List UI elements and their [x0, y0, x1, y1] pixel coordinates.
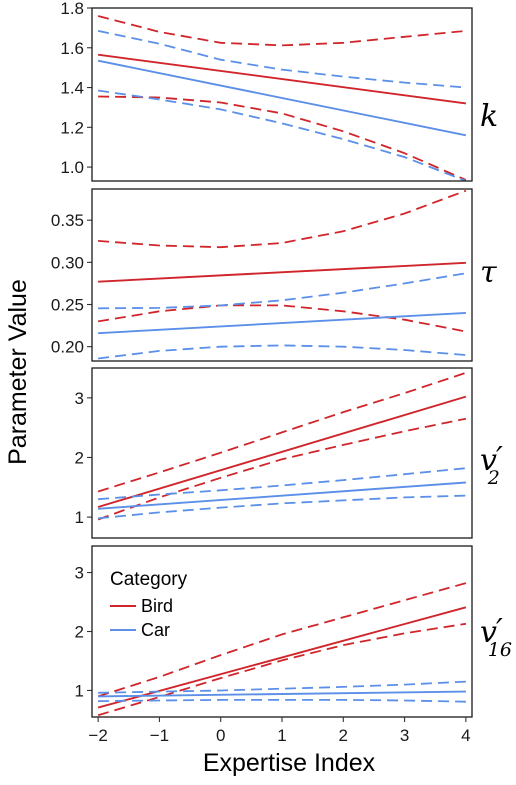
ci-lower-bird	[98, 95, 467, 181]
y-tick-label: 1.8	[60, 0, 84, 18]
panel-1: 1.0 1.2 1.4 1.6 1.8 k	[60, 0, 498, 182]
ci-lower-car	[98, 699, 466, 703]
y-tick-label: 1.6	[60, 39, 84, 58]
fit-line-bird	[97, 395, 467, 508]
y-tick-label: 0.20	[51, 338, 84, 357]
panel-frame	[91, 7, 473, 182]
ci-upper-bird	[97, 15, 466, 47]
ci-upper-bird	[97, 371, 467, 493]
y-tick-label: 0.25	[51, 296, 84, 315]
panel-2: 0.20 0.25 0.30 0.35 τ	[51, 188, 497, 362]
ci-lower-bird	[97, 622, 467, 717]
ci-upper-bird	[97, 582, 467, 698]
param-label: k	[480, 99, 498, 134]
ci-upper-car	[98, 680, 466, 694]
y-tick-label: 1	[75, 681, 84, 700]
legend: Category Bird Car	[110, 569, 188, 640]
fit-line-car	[98, 481, 466, 510]
ci-lower-car	[97, 89, 467, 181]
y-tick-label: 1.4	[60, 79, 84, 98]
ci-lower-car	[97, 344, 466, 360]
legend-label-bird: Bird	[141, 596, 173, 616]
x-tick-label: −2	[88, 726, 107, 745]
ci-upper-car	[98, 272, 467, 310]
legend-label-car: Car	[141, 620, 170, 640]
panel-4: 1 2 3 v′ 16	[75, 545, 512, 718]
fit-line-car	[98, 690, 466, 698]
ci-upper-bird	[98, 189, 467, 249]
y-tick-label: 1.0	[60, 158, 84, 177]
fit-line-bird	[97, 53, 467, 105]
ci-lower-car	[98, 494, 466, 520]
fit-line-bird	[98, 261, 466, 283]
y-tick-label: 1.2	[60, 118, 84, 137]
x-tick-label: 0	[216, 726, 225, 745]
legend-title: Category	[110, 569, 188, 590]
param-label: τ	[480, 255, 497, 290]
fit-line-car	[98, 311, 466, 335]
y-axis-title: Parameter Value	[4, 279, 32, 465]
x-tick-label: 1	[277, 726, 286, 745]
x-tick-label: 3	[400, 726, 409, 745]
x-tick-label: 4	[461, 726, 470, 745]
panel-frame	[91, 188, 473, 362]
y-tick-label: 3	[75, 564, 84, 583]
y-tick-label: 0.30	[51, 253, 84, 272]
fit-line-car	[97, 59, 467, 137]
ci-lower-bird	[97, 417, 467, 521]
x-tick-label: −1	[150, 726, 169, 745]
param-label: v′ 16	[480, 613, 512, 661]
y-tick-label: 0.35	[51, 211, 84, 230]
ci-upper-car	[98, 467, 466, 501]
ci-lower-bird	[97, 304, 467, 333]
y-tick-label: 2	[75, 448, 84, 467]
panel-3: 1 2 3 v′ 2	[75, 367, 503, 539]
y-tick-label: 2	[75, 623, 84, 642]
param-label: v′ 2	[480, 441, 503, 489]
y-tick-label: 1	[75, 508, 84, 527]
x-tick-label: 2	[339, 726, 348, 745]
y-tick-label: 3	[75, 389, 84, 408]
ci-upper-car	[97, 30, 466, 89]
x-axis-title: Expertise Index	[203, 749, 376, 777]
panel-frame	[91, 367, 473, 539]
